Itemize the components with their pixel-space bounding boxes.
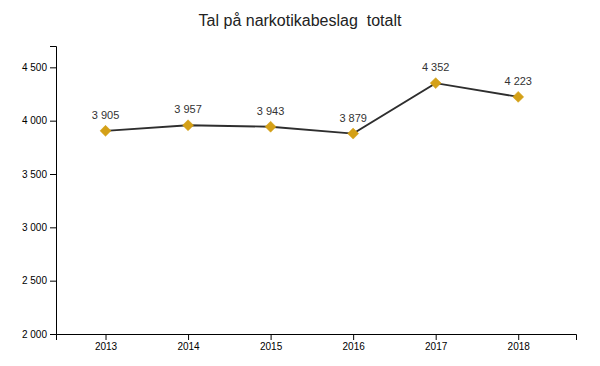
x-axis-line bbox=[57, 335, 577, 341]
title: Tal på narkotikabeslag totalt bbox=[199, 12, 402, 29]
y-tick: 2 500 bbox=[22, 275, 56, 286]
data-label: 3 957 bbox=[174, 103, 202, 115]
x-tick-mark bbox=[271, 334, 272, 340]
x-tick-label: 2015 bbox=[260, 341, 283, 352]
plot: 2013 2014 2015 2016 2017 2018 2 000 2 500 3 000 3… bbox=[22, 47, 577, 353]
y-tick-label: 4 000 bbox=[22, 115, 47, 126]
x-tick-mark bbox=[188, 334, 189, 340]
data-label: 4 223 bbox=[504, 75, 532, 87]
y-tick-mark bbox=[50, 67, 56, 68]
data-labels: 3 905 3 957 3 943 3 879 4 352 4 223 bbox=[92, 61, 532, 123]
y-tick-label: 4 500 bbox=[22, 62, 47, 73]
data-label: 3 905 bbox=[92, 109, 120, 121]
y-axis-line bbox=[50, 47, 57, 335]
x-tick-mark bbox=[106, 334, 107, 340]
data-label: 4 352 bbox=[422, 61, 450, 73]
y-tick-mark bbox=[50, 334, 56, 335]
data-label: 3 943 bbox=[257, 105, 285, 117]
y-tick: 2 000 bbox=[22, 329, 56, 340]
y-tick: 3 500 bbox=[22, 169, 56, 180]
x-tick-label: 2014 bbox=[177, 341, 200, 352]
y-tick-mark bbox=[50, 281, 56, 282]
y-tick-mark bbox=[50, 227, 56, 228]
y-tick-label: 3 500 bbox=[22, 169, 47, 180]
y-tick-mark bbox=[50, 174, 56, 175]
x-tick: 2014 bbox=[177, 334, 200, 352]
chart: Tal på narkotikabeslag totalt20132014201… bbox=[0, 0, 600, 366]
marks bbox=[100, 78, 524, 139]
x-tick-mark bbox=[353, 334, 354, 340]
x-tick: 2018 bbox=[508, 334, 531, 352]
marker bbox=[183, 120, 194, 131]
x-tick: 2013 bbox=[95, 334, 118, 352]
marker bbox=[100, 125, 111, 136]
x-tick: 2015 bbox=[260, 334, 283, 352]
marker bbox=[513, 91, 524, 102]
x-tick-label: 2018 bbox=[508, 341, 531, 352]
x-tick-label: 2013 bbox=[95, 341, 118, 352]
x-tick-label: 2017 bbox=[425, 341, 448, 352]
x-tick: 2017 bbox=[425, 334, 448, 352]
x-tick: 2016 bbox=[343, 334, 366, 352]
x-tick-label: 2016 bbox=[343, 341, 366, 352]
data-label: 3 879 bbox=[339, 112, 367, 124]
y-tick-label: 3 000 bbox=[22, 222, 47, 233]
x-tick-mark bbox=[518, 334, 519, 340]
x-axis: 2013 2014 2015 2016 2017 2018 bbox=[57, 334, 577, 352]
y-tick: 4 500 bbox=[22, 62, 56, 73]
y-tick-mark bbox=[50, 121, 56, 122]
line bbox=[106, 83, 519, 133]
y-tick: 3 000 bbox=[22, 222, 56, 233]
y-tick-label: 2 000 bbox=[22, 329, 47, 340]
x-tick-mark bbox=[436, 334, 437, 340]
y-tick: 4 000 bbox=[22, 115, 56, 126]
y-tick-label: 2 500 bbox=[22, 275, 47, 286]
marker bbox=[265, 121, 276, 132]
marker bbox=[348, 128, 359, 139]
marker bbox=[430, 78, 441, 89]
y-axis: 2 000 2 500 3 000 3 500 4 000 4 500 bbox=[22, 47, 57, 340]
